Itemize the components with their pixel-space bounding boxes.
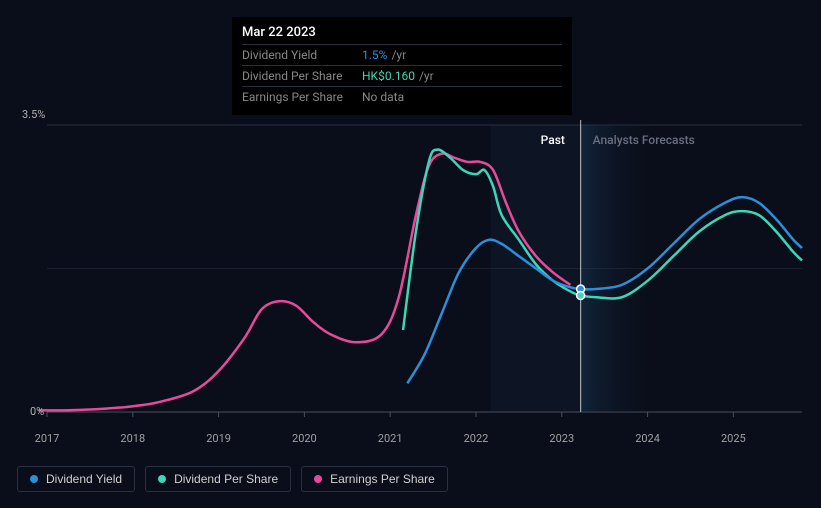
- tooltip-row: Earnings Per ShareNo data: [242, 86, 562, 107]
- x-tick-label: 2021: [378, 432, 403, 445]
- x-tick-label: 2025: [721, 432, 746, 445]
- chart-legend: Dividend Yield Dividend Per Share Earnings…: [17, 466, 448, 492]
- tooltip-row-value: No data: [362, 90, 404, 104]
- legend-item-dividend_per_share[interactable]: Dividend Per Share: [145, 466, 291, 492]
- tooltip-row-label: Earnings Per Share: [242, 90, 362, 104]
- x-axis-labels: 2017 2018 2019 2020 2021 2022 2023 2024 2025: [17, 432, 804, 452]
- x-tick-label: 2017: [35, 432, 60, 445]
- x-tick-label: 2023: [549, 432, 574, 445]
- tooltip-date: Mar 22 2023: [242, 25, 562, 40]
- y-axis-max: 3.5%: [22, 108, 45, 121]
- legend-dot-icon: [314, 475, 322, 483]
- x-tick-label: 2019: [206, 432, 231, 445]
- x-tick-label: 2020: [292, 432, 317, 445]
- tooltip-row: Dividend Per ShareHK$0.160/yr: [242, 65, 562, 86]
- x-tick-label: 2024: [635, 432, 660, 445]
- y-axis-min: 0%: [30, 405, 44, 418]
- series-earnings_per_share: [38, 153, 570, 410]
- tooltip-row-label: Dividend Yield: [242, 48, 362, 62]
- chart-plot-area[interactable]: 3.5% 0%: [17, 100, 804, 430]
- tooltip-row: Dividend Yield1.5%/yr: [242, 44, 562, 65]
- legend-dot-icon: [30, 475, 38, 483]
- legend-item-dividend_yield[interactable]: Dividend Yield: [17, 466, 135, 492]
- legend-label: Dividend Per Share: [174, 472, 278, 486]
- cursor-dot: [577, 292, 585, 300]
- chart-tooltip: Mar 22 2023 Dividend Yield1.5%/yrDividen…: [232, 17, 572, 115]
- legend-label: Earnings Per Share: [330, 472, 435, 486]
- tooltip-row-label: Dividend Per Share: [242, 69, 362, 83]
- tooltip-row-value: HK$0.160/yr: [362, 69, 434, 83]
- x-tick-label: 2018: [120, 432, 145, 445]
- legend-label: Dividend Yield: [46, 472, 122, 486]
- legend-dot-icon: [158, 475, 166, 483]
- legend-item-earnings_per_share[interactable]: Earnings Per Share: [301, 466, 448, 492]
- dividend-chart: Mar 22 2023 Dividend Yield1.5%/yrDividen…: [0, 0, 821, 508]
- x-tick-label: 2022: [464, 432, 489, 445]
- tooltip-row-value: 1.5%/yr: [362, 48, 406, 62]
